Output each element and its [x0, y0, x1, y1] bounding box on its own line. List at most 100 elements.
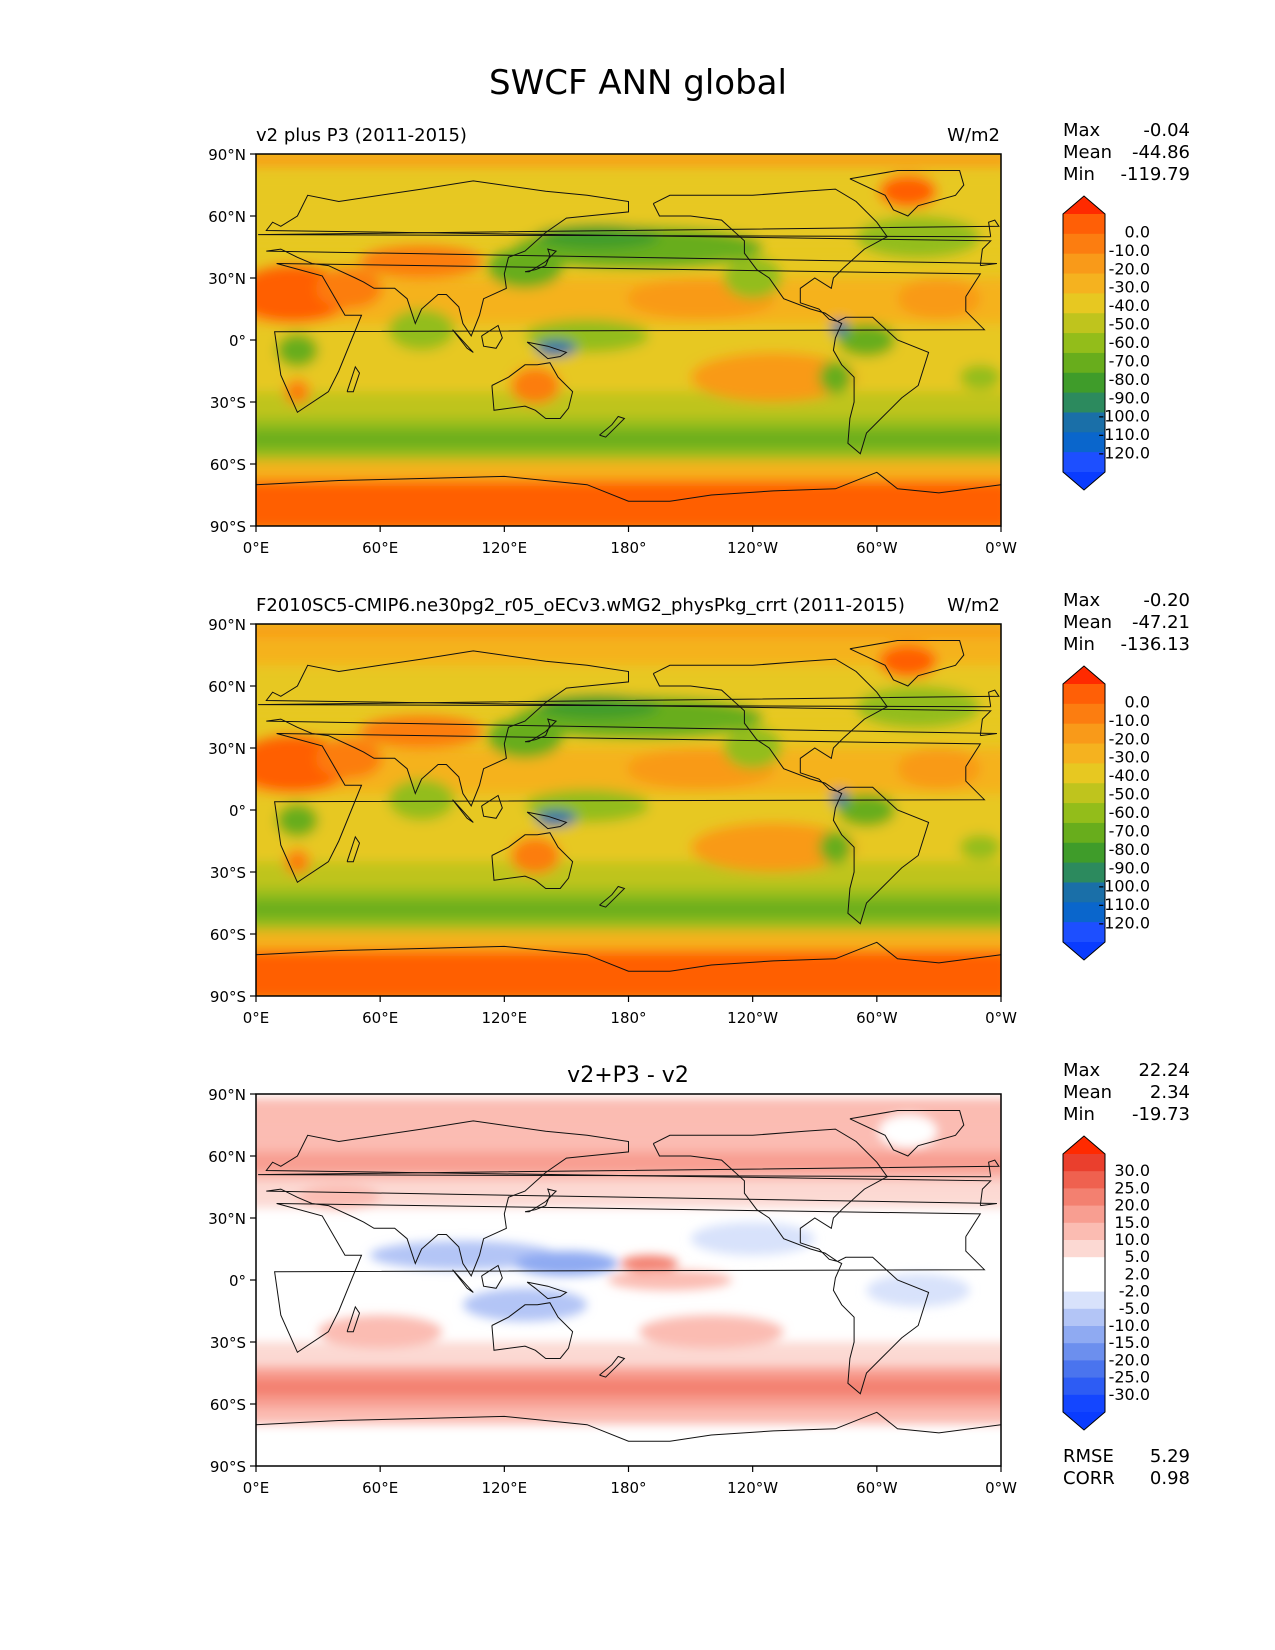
band-arctic [256, 624, 1001, 637]
colorbar-tick-label: -40.0 [1109, 296, 1150, 315]
panel-3-map: 90°N 60°N 30°N 0° 30°S 60°S 90°S 0°E 60°E 120°E 1… [208, 1086, 1017, 1497]
lon-tick-label: 180° [610, 1479, 646, 1497]
panel-1-stat-min-label: Min [1063, 164, 1095, 185]
coastline-new-guinea [526, 341, 568, 360]
lon-tick-label: 120°E [482, 1009, 528, 1027]
panel-2-colorbar: 0.0-10.0-20.0-30.0-40.0-50.0-60.0-70.0-8… [1062, 665, 1150, 961]
panel-1-stat-min-value: -119.79 [1121, 164, 1190, 185]
colorbar-tick-label: -10.0 [1109, 241, 1150, 260]
lon-tick-label: 0°E [243, 539, 270, 557]
colorbar-segment [1063, 723, 1105, 745]
colorbar-tick-label: -30.0 [1109, 278, 1150, 297]
colorbar-segment [1063, 372, 1105, 394]
panel-2: F2010SC5-CMIP6.ne30pg2_r05_oECv3.wMG2_ph… [208, 590, 1190, 1027]
panel-3-stats: Max 22.24 Mean 2.34 Min -19.73 RMSE 5.29… [1063, 1060, 1190, 1489]
colorbar-segment [1063, 922, 1105, 943]
colorbar-tick-label: -30.0 [1109, 1385, 1150, 1404]
lat-tick-label: 60°N [208, 1148, 246, 1166]
lat-tick-label: 90°S [210, 518, 246, 536]
colorbar-tick-label: 10.0 [1114, 1230, 1150, 1249]
coastline-antarctica [256, 941, 1001, 972]
colorbar-segment [1063, 452, 1105, 473]
coastline-madagascar [346, 365, 361, 393]
lon-tick-label: 60°E [362, 1009, 398, 1027]
colorbar-tick-label: 0.0 [1125, 222, 1150, 241]
namibia-stratocumulus [959, 364, 1001, 390]
colorbar-tick-label: -110.0 [1098, 895, 1150, 914]
coastline-japan [524, 1188, 558, 1213]
indian-ocean-convection [388, 779, 455, 821]
panel-2-lon-axis: 0°E 60°E 120°E 180° 120°W 60°W 0°W [243, 996, 1017, 1027]
colorbar-tick-label: -40.0 [1109, 766, 1150, 785]
indian-ocean-convection [388, 309, 455, 351]
panel-2-stat-min-value: -136.13 [1121, 634, 1190, 655]
colorbar-segment [1063, 352, 1105, 374]
colorbar-tick-label: -60.0 [1109, 333, 1150, 352]
band-south-transition [256, 391, 1001, 419]
colorbar-tick-label: -20.0 [1109, 259, 1150, 278]
panel-2-map: 90°N 60°N 30°N 0° 30°S 60°S 90°S 0°E 60°E 120°E 1… [208, 616, 1017, 1027]
lat-tick-label: 60°N [208, 678, 246, 696]
panel-1-stats: Max -0.04 Mean -44.86 Min -119.79 [1063, 120, 1190, 185]
diff-central-pacific-positive [620, 1255, 679, 1272]
coastline-uk [258, 689, 1000, 708]
coastline-north-america [652, 658, 888, 792]
panel-3-stat-corr-label: CORR [1063, 1468, 1115, 1489]
lat-tick-label: 30°S [210, 864, 246, 882]
coastline-borneo [481, 794, 503, 819]
coastline-japan [524, 718, 558, 743]
colorbar-tick-label: -50.0 [1109, 315, 1150, 334]
coastline-uk [258, 1159, 1000, 1178]
lat-tick-label: 30°N [208, 270, 246, 288]
coastline-new-zealand [599, 885, 626, 908]
colorbar-segment [1063, 902, 1105, 923]
colorbar-segment [1063, 1154, 1105, 1172]
diff-antarctica-white [256, 1428, 1001, 1466]
lon-tick-label: 120°W [727, 539, 778, 557]
coastline-south-america [832, 786, 930, 925]
coastline-new-guinea [526, 811, 568, 830]
lat-tick-label: 30°N [208, 740, 246, 758]
diff-mediterranean-positive [297, 1184, 381, 1210]
band-high-north [256, 636, 1001, 666]
colorbar-tick-label: -60.0 [1109, 803, 1150, 822]
lon-tick-label: 0°W [985, 539, 1017, 557]
colorbar-segment [1063, 313, 1105, 334]
coastline-uk [258, 219, 1000, 238]
diff-south-pacific-positive [638, 1315, 784, 1349]
colorbar-segment [1063, 1377, 1105, 1396]
lat-tick-label: 90°S [210, 988, 246, 1006]
diff-west-pacific-negative [514, 1251, 619, 1276]
lon-tick-label: 120°E [482, 1479, 528, 1497]
california-stratocumulus [723, 257, 782, 299]
diff-layers [256, 1098, 1001, 1466]
coastline-australia [491, 832, 574, 889]
panel-2-title: F2010SC5-CMIP6.ne30pg2_r05_oECv3.wMG2_ph… [256, 595, 905, 616]
lat-tick-label: 30°S [210, 1334, 246, 1352]
coastline-antarctica [256, 1411, 1001, 1442]
lat-tick-label: 30°N [208, 1210, 246, 1228]
colorbar-tick-label: -90.0 [1109, 858, 1150, 877]
panel-3-stat-mean-value: 2.34 [1150, 1082, 1190, 1103]
band-antarctica [256, 480, 1001, 526]
colorbar-tick-label: -10.0 [1109, 1316, 1150, 1335]
lon-tick-label: 180° [610, 539, 646, 557]
panel-3-stat-max-label: Max [1063, 1060, 1101, 1081]
coastline-new-guinea [526, 1281, 568, 1300]
colorbar-tick-label: 2.0 [1125, 1264, 1150, 1283]
panel-1-contours [256, 154, 1001, 526]
colorbar-segment [1063, 1394, 1105, 1413]
colorbar-segment [1063, 233, 1105, 255]
colorbar-segment [1063, 703, 1105, 725]
lat-tick-label: 0° [229, 802, 246, 820]
band-high-north [256, 166, 1001, 196]
panel-2-coastlines [256, 640, 1001, 972]
colorbar-tick-label: -20.0 [1109, 1350, 1150, 1369]
colorbar-tick-label: -70.0 [1109, 351, 1150, 370]
north-pacific-core [535, 694, 660, 720]
lon-tick-label: 0°W [985, 1479, 1017, 1497]
colorbar-segment [1063, 743, 1105, 764]
coastline-japan [524, 248, 558, 273]
diff-band-north-transition [256, 1180, 1001, 1208]
panel-2-units: W/m2 [947, 595, 1000, 616]
